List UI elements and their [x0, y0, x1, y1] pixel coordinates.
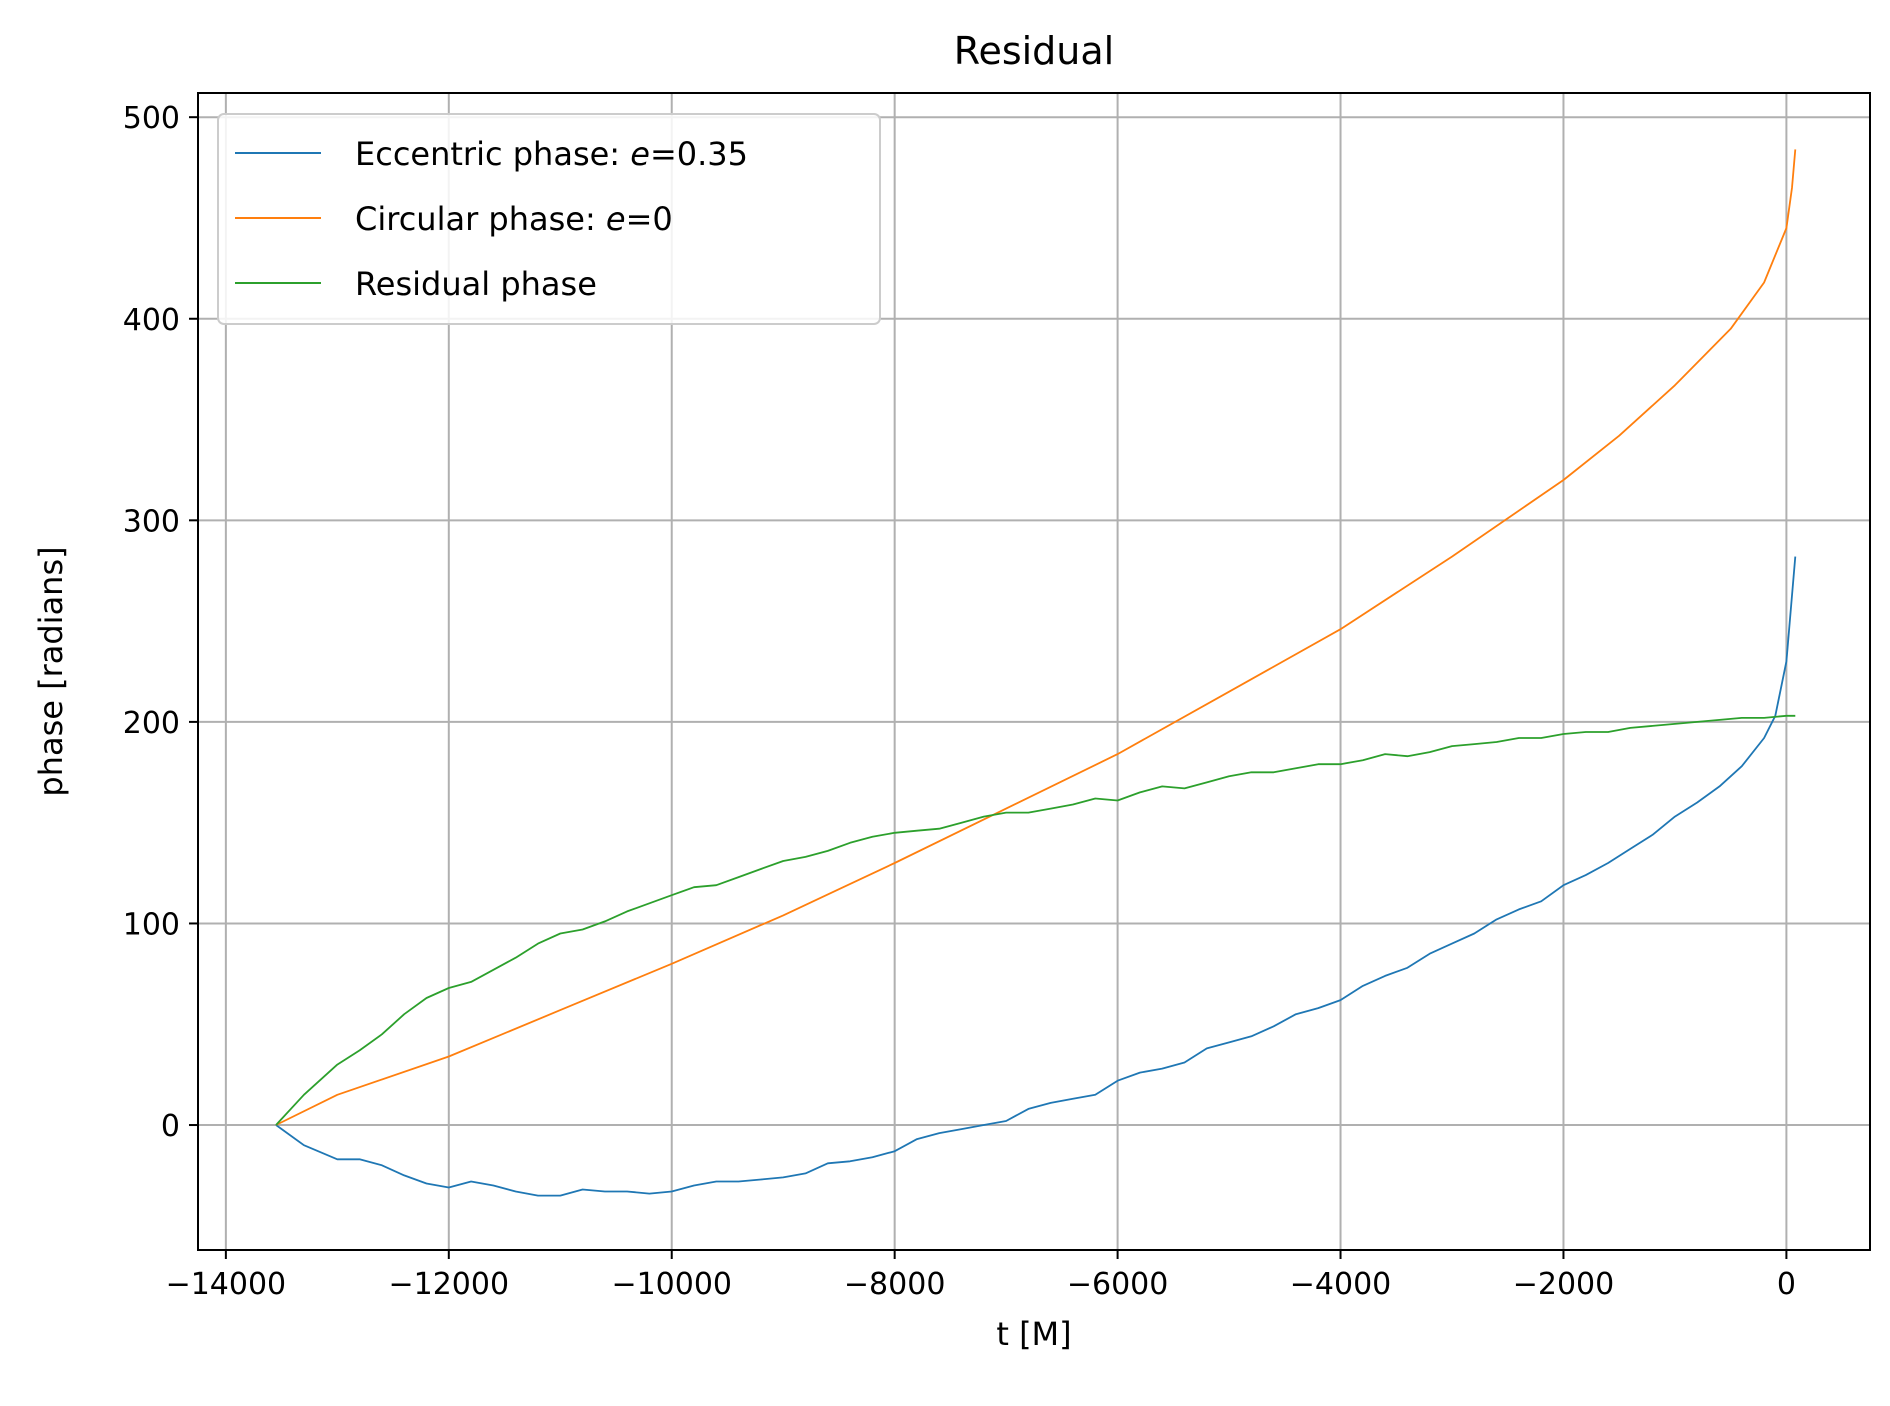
x-tick-label: −12000 — [389, 1267, 510, 1302]
y-tick-label: 100 — [123, 907, 180, 942]
y-tick-label: 300 — [123, 504, 180, 539]
plot-frame — [197, 92, 1871, 1251]
plot-lines — [275, 149, 1797, 1197]
x-tick-label: −6000 — [1067, 1267, 1168, 1302]
legend-label: Residual phase — [355, 265, 597, 303]
legend-label-prefix: Circular phase: — [355, 200, 606, 238]
x-tick-label: −14000 — [166, 1267, 287, 1302]
y-tick-label: 0 — [161, 1109, 180, 1144]
y-tick-label: 400 — [123, 303, 180, 338]
legend-label-suffix: =0.35 — [650, 135, 748, 173]
x-tick-label: −10000 — [611, 1267, 732, 1302]
axis-ticks: −14000 −12000 −10000 −8000 −6000 −4000 −2000 0 0… — [123, 101, 1796, 1302]
series-line-2 — [275, 714, 1796, 1126]
y-tick-label: 500 — [123, 101, 180, 136]
series-line-0 — [275, 556, 1797, 1197]
x-tick-label: −8000 — [844, 1267, 945, 1302]
legend-label-prefix: Residual phase — [355, 265, 597, 303]
x-tick-label: 0 — [1777, 1267, 1796, 1302]
legend-label-variable: e — [606, 200, 626, 238]
x-tick-label: −4000 — [1290, 1267, 1391, 1302]
legend-label: Eccentric phase: e=0.35 — [355, 135, 748, 173]
legend-label-variable: e — [630, 135, 650, 173]
series-line-1 — [275, 149, 1797, 1126]
chart-title: Residual — [954, 29, 1114, 73]
legend-label-prefix: Eccentric phase: — [355, 135, 630, 173]
legend-label-suffix: =0 — [626, 200, 673, 238]
y-axis-label: phase [radians] — [32, 546, 70, 796]
y-tick-label: 200 — [123, 706, 180, 741]
x-axis-label: t [M] — [996, 1315, 1071, 1353]
legend-label: Circular phase: e=0 — [355, 200, 673, 238]
legend-box — [217, 113, 881, 325]
x-tick-label: −2000 — [1513, 1267, 1614, 1302]
